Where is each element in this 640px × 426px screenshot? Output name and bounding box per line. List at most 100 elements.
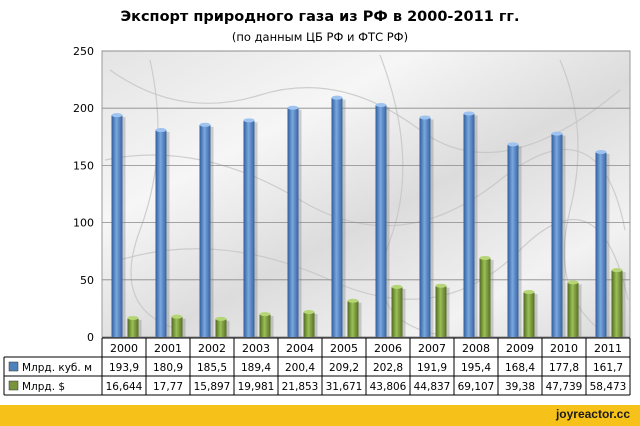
- bar-cap: [155, 128, 167, 133]
- data-label: 191,9: [417, 362, 447, 374]
- y-tick-label: 150: [73, 159, 94, 172]
- watermark-bar: joyreactor.cc: [0, 405, 640, 426]
- y-tick-label: 250: [73, 45, 94, 58]
- x-tick-label: 2005: [330, 342, 358, 355]
- bar-body: [215, 318, 227, 337]
- plot-background: [101, 50, 631, 338]
- bar-cap: [567, 280, 579, 285]
- bar-value: [567, 280, 582, 337]
- bar-value: [171, 314, 186, 337]
- bar-value: [303, 310, 318, 337]
- bar-body: [523, 291, 535, 337]
- bar-volume: [155, 128, 170, 337]
- data-label: 195,4: [461, 362, 491, 374]
- data-label: 17,77: [153, 381, 183, 393]
- data-label: 31,671: [326, 381, 363, 393]
- bar-cap: [259, 312, 271, 317]
- bar-cap: [287, 105, 299, 110]
- bar-body: [111, 115, 123, 337]
- bar-value: [435, 283, 450, 337]
- chart-title: Экспорт природного газа из РФ в 2000-201…: [120, 9, 520, 25]
- x-tick-label: 2009: [506, 342, 534, 355]
- bar-cap: [435, 283, 447, 288]
- bar-value: [347, 298, 362, 337]
- bar-body: [507, 144, 519, 337]
- bar-cap: [243, 118, 255, 123]
- data-label: 168,4: [505, 362, 535, 374]
- bar-body: [375, 104, 387, 338]
- bar-value: [611, 268, 626, 337]
- chart-subtitle: (по данным ЦБ РФ и ФТС РФ): [231, 30, 409, 44]
- data-label: 15,897: [194, 381, 231, 393]
- y-tick-label: 0: [87, 331, 94, 344]
- bar-body: [287, 107, 299, 337]
- data-label: 16,644: [106, 381, 143, 393]
- bar-body: [435, 285, 447, 337]
- bar-volume: [375, 102, 390, 338]
- bar-cap: [551, 131, 563, 136]
- data-label: 180,9: [153, 362, 183, 374]
- chart-plot: 0 50 100 150 200 250 2000 2001 2002 2003 2004 2005…: [3, 45, 631, 396]
- x-tick-label: 2002: [198, 342, 226, 355]
- bar-cap: [507, 142, 519, 147]
- bar-body: [551, 133, 563, 337]
- bar-body: [391, 286, 403, 337]
- x-tick-label: 2010: [550, 342, 578, 355]
- data-label: 185,5: [197, 362, 227, 374]
- bar-body: [463, 113, 475, 337]
- bar-cap: [595, 150, 607, 155]
- data-label: 44,837: [414, 381, 451, 393]
- x-tick-label: 2007: [418, 342, 446, 355]
- bar-cap: [347, 298, 359, 303]
- bar-cap: [375, 102, 387, 107]
- watermark-text: joyreactor.cc: [555, 407, 630, 421]
- bar-body: [611, 270, 623, 337]
- data-label: 189,4: [241, 362, 271, 374]
- bar-volume: [243, 118, 258, 337]
- bar-body: [259, 314, 271, 337]
- marble-vein: [109, 69, 621, 154]
- bar-body: [243, 120, 255, 337]
- bar-value: [259, 312, 274, 337]
- bar-body: [331, 97, 343, 337]
- data-label: 43,806: [370, 381, 407, 393]
- bar-body: [127, 317, 139, 337]
- bar-cap: [523, 289, 535, 294]
- data-label: 161,7: [593, 362, 623, 374]
- bar-body: [155, 130, 167, 337]
- y-tick-label: 100: [73, 217, 94, 230]
- bar-body: [199, 124, 211, 338]
- data-label: 193,9: [109, 362, 139, 374]
- marble-vein: [130, 59, 181, 331]
- bar-cap: [419, 115, 431, 120]
- y-tick-label: 50: [80, 274, 94, 287]
- data-label: 58,473: [590, 381, 627, 393]
- bar-body: [567, 282, 579, 337]
- x-tick-label: 2000: [110, 342, 138, 355]
- bar-cap: [171, 314, 183, 319]
- bar-cap: [391, 284, 403, 289]
- bar-cap: [611, 268, 623, 273]
- bar-value: [127, 315, 142, 337]
- legend-swatch: [8, 380, 19, 391]
- legend-label: Млрд. $: [22, 381, 65, 393]
- bar-value: [479, 255, 494, 337]
- bar-cap: [111, 113, 123, 118]
- x-tick-label: 2003: [242, 342, 270, 355]
- x-tick-label: 2011: [594, 342, 622, 355]
- bar-cap: [199, 122, 211, 127]
- data-label: 19,981: [238, 381, 275, 393]
- bar-body: [595, 152, 607, 337]
- bar-cap: [127, 315, 139, 320]
- legend-label: Млрд. куб. м: [22, 362, 92, 374]
- data-label: 47,739: [546, 381, 583, 393]
- data-label: 202,8: [373, 362, 403, 374]
- bar-body: [347, 300, 359, 337]
- bar-cap: [479, 255, 491, 260]
- bar-volume: [595, 150, 610, 337]
- legend-swatch: [8, 361, 19, 372]
- x-tick-label: 2001: [154, 342, 182, 355]
- bar-value: [215, 316, 230, 337]
- bar-value: [523, 289, 538, 337]
- bar-volume: [331, 95, 346, 337]
